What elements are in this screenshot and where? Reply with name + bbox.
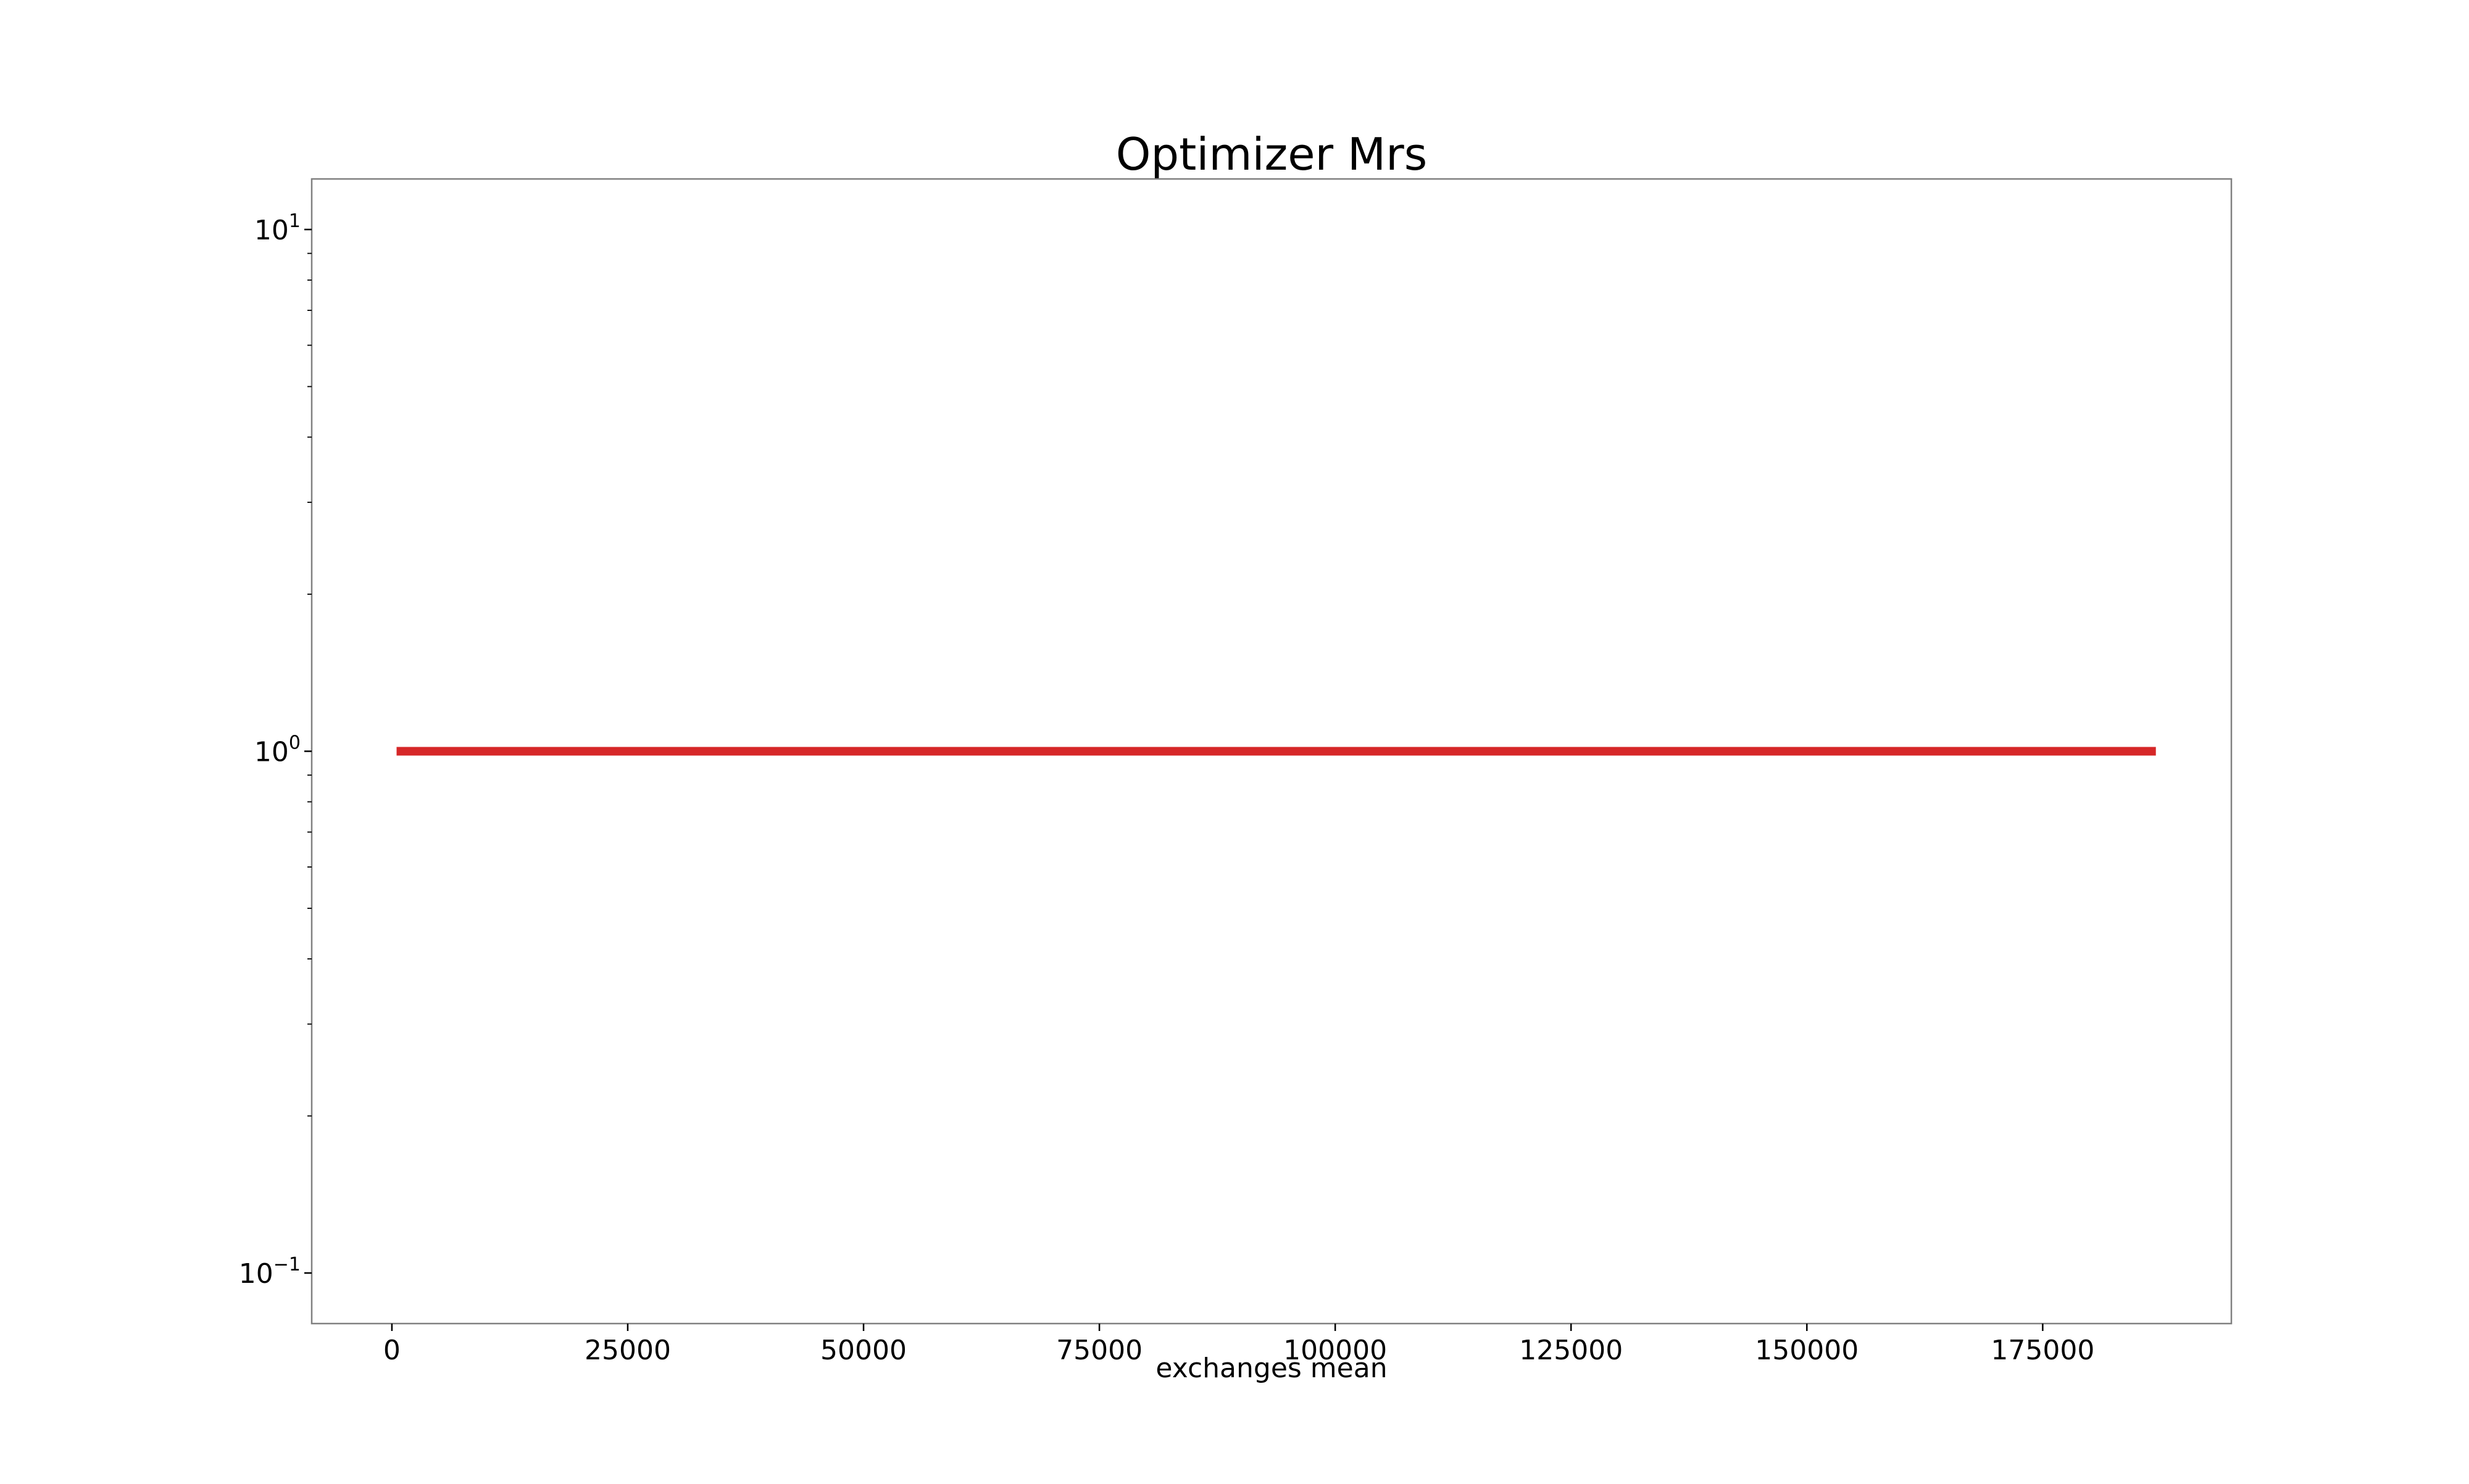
x-axis: 0 25000 50000 75000 100000 125000 150000 175000 — [383, 1324, 2094, 1366]
x-tick-label: 75000 — [1056, 1335, 1143, 1366]
x-tick-label: 25000 — [585, 1335, 671, 1366]
x-tick-label: 50000 — [820, 1335, 907, 1366]
x-tick-label: 100000 — [1283, 1335, 1387, 1366]
chart-title: Optimizer Mrs — [1116, 128, 1428, 180]
y-tick-label: 10−1 — [239, 1254, 301, 1290]
x-tick-label: 125000 — [1519, 1335, 1623, 1366]
y-axis: 101 100 10−1 — [239, 210, 312, 1290]
x-axis-label: exchanges mean — [1155, 1353, 1387, 1384]
x-tick-label: 0 — [383, 1335, 401, 1366]
x-tick-label: 150000 — [1755, 1335, 1859, 1366]
y-tick-label: 101 — [254, 210, 301, 246]
y-tick-label: 100 — [254, 732, 301, 768]
x-tick-label: 175000 — [1991, 1335, 2094, 1366]
